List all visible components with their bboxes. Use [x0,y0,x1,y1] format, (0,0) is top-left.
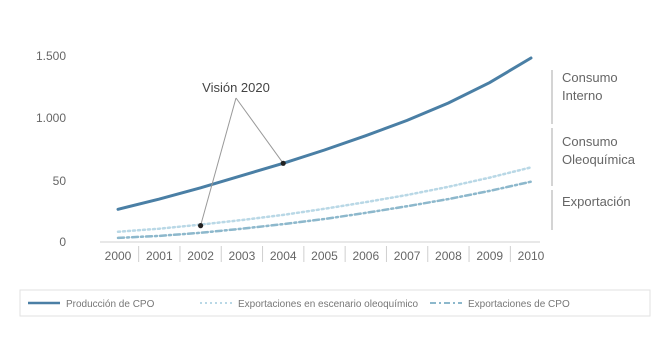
x-tick-label: 2009 [476,249,503,263]
side-label: Exportación [562,194,631,209]
x-tick-label: 2002 [187,249,214,263]
annotation-label: Visión 2020 [202,80,270,95]
annotation-leader [235,97,284,164]
annotation-leader [200,97,237,226]
x-tick-label: 2000 [105,249,132,263]
annotation: Visión 2020 [198,80,286,229]
side-label: Interno [562,88,602,103]
legend-label: Producción de CPO [66,299,155,310]
annotation-point [280,160,286,166]
legend-label: Exportaciones en escenario oleoquímico [238,299,419,310]
legend-box [19,289,651,317]
side-label: Consumo [562,134,618,149]
x-tick-label: 2010 [518,249,545,263]
x-tick-label: 2005 [311,249,338,263]
legend-label: Exportaciones de CPO [468,299,570,310]
side-labels: Consumo Interno Consumo Oleoquímica Exportac… [551,70,636,230]
y-tick-label: 0 [59,235,66,249]
x-tick-label: 2008 [435,249,462,263]
side-label: Oleoquímica [562,152,636,167]
y-tick-label: 1.000 [36,111,66,125]
series-line [116,166,533,234]
x-tick-label: 2006 [352,249,379,263]
x-tick-label: 2003 [229,249,256,263]
y-tick-label: 50 [53,174,67,188]
series-line [116,180,533,240]
series-lines [116,56,533,240]
x-tick-label: 2004 [270,249,297,263]
x-axis-ticks: 2000 2001 2002 2003 2004 2005 2006 2007 2008 2009… [105,246,545,263]
side-label: Consumo [562,70,618,85]
legend: Producción de CPO Exportaciones en escena… [28,299,570,310]
y-tick-label: 1.500 [36,49,66,63]
annotation-point [198,223,204,229]
series-line [116,56,533,211]
x-tick-label: 2007 [394,249,421,263]
x-tick-label: 2001 [146,249,173,263]
y-axis-ticks: 0 50 1.000 1.500 [36,49,66,249]
